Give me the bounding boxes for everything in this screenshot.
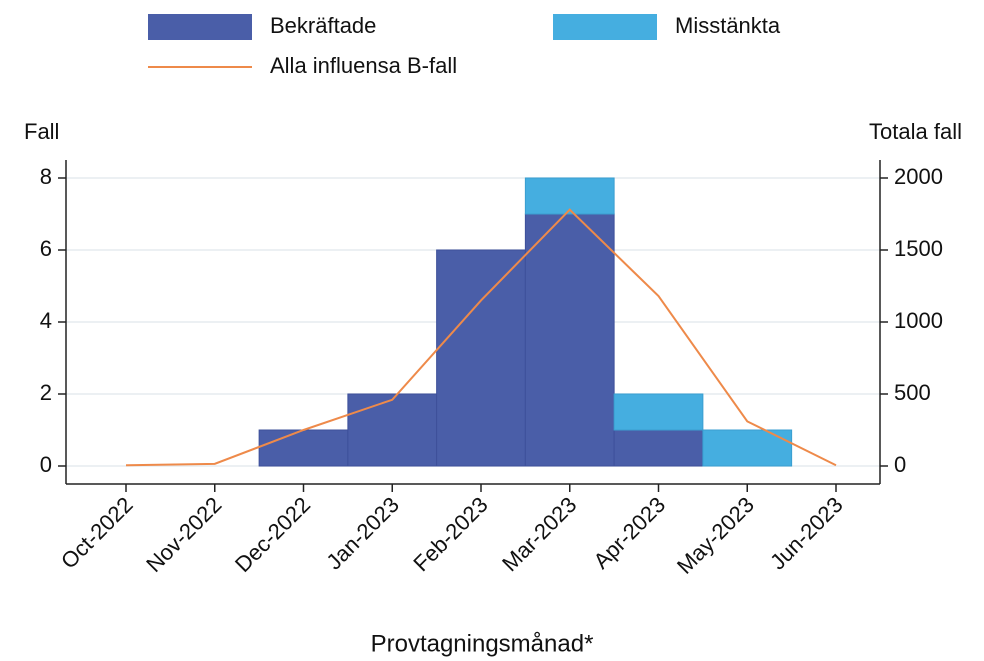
y-tick-label: 0	[40, 452, 52, 477]
bar	[613, 429, 704, 467]
x-tick-label: Dec-2022	[230, 492, 315, 577]
legend-swatch	[553, 14, 657, 40]
line	[125, 208, 837, 467]
x-tick-label: May-2023	[672, 492, 759, 579]
y2-tick-label: 0	[894, 452, 906, 477]
x-tick-label: Apr-2023	[588, 492, 670, 574]
x-axis-title: Provtagningsmånad*	[371, 630, 594, 657]
bar	[258, 429, 349, 467]
x-tick-label: Jan-2023	[321, 492, 404, 575]
legend-label: Misstänkta	[675, 13, 781, 38]
y2-tick-label: 500	[894, 380, 931, 405]
legend-swatch	[148, 14, 252, 40]
y2-tick-label: 2000	[894, 164, 943, 189]
legend-label: Bekräftade	[270, 13, 376, 38]
y2-tick-label: 1000	[894, 308, 943, 333]
x-tick-label: Jun-2023	[765, 492, 848, 575]
x-tick-label: Feb-2023	[408, 492, 492, 576]
x-tick-label: Mar-2023	[497, 492, 581, 576]
bar	[613, 393, 704, 431]
x-tick-label: Nov-2022	[141, 492, 226, 577]
bar	[347, 393, 438, 467]
y-tick-label: 2	[40, 380, 52, 405]
y-tick-label: 8	[40, 164, 52, 189]
bar	[702, 429, 793, 467]
y2-tick-label: 1500	[894, 236, 943, 261]
y-axis-title: Fall	[24, 119, 59, 144]
x-tick-label: Oct-2022	[56, 492, 138, 574]
y-tick-label: 6	[40, 236, 52, 261]
bar	[524, 177, 615, 215]
y-tick-label: 4	[40, 308, 52, 333]
bar	[436, 249, 526, 467]
y2-axis-title: Totala fall	[869, 119, 962, 144]
bar	[524, 213, 615, 467]
legend-label: Alla influensa B-fall	[270, 53, 457, 78]
